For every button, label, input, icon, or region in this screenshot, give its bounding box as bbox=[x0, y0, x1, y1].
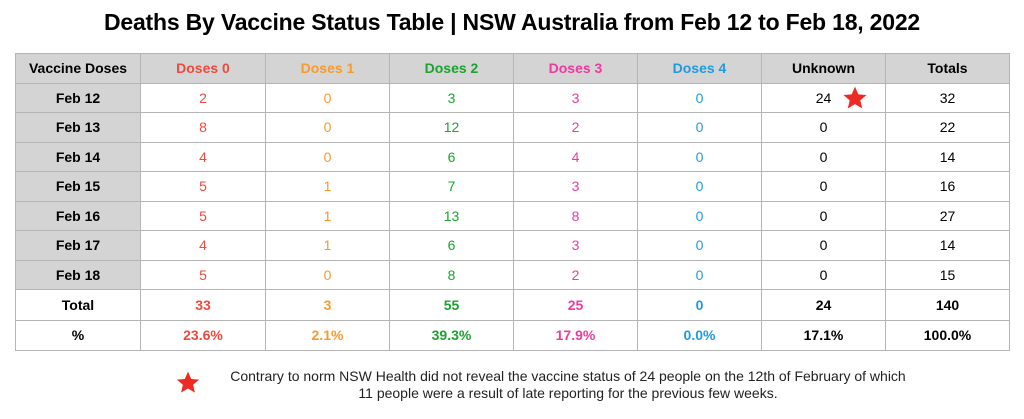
star-icon bbox=[176, 371, 200, 393]
cell-doses-3: 3 bbox=[513, 82, 638, 113]
cell-doses-2: 6 bbox=[389, 141, 514, 172]
cell-unknown: 0 bbox=[761, 230, 886, 261]
table-row: Feb 17 4 1 6 3 0 0 14 bbox=[15, 230, 1010, 261]
column-header-vaccine-doses: Vaccine Doses bbox=[15, 53, 141, 84]
cell-unknown: 0 bbox=[761, 259, 886, 290]
column-header-totals: Totals bbox=[885, 53, 1010, 84]
percent-doses-4: 0.0% bbox=[637, 319, 762, 351]
row-label: Feb 14 bbox=[15, 141, 141, 172]
percent-doses-0: 23.6% bbox=[140, 319, 266, 351]
row-label: Feb 12 bbox=[15, 82, 141, 113]
cell-doses-1: 0 bbox=[265, 141, 390, 172]
total-doses-2: 55 bbox=[389, 289, 514, 321]
total-unknown: 24 bbox=[761, 289, 886, 321]
cell-unknown: 0 bbox=[761, 141, 886, 172]
column-header-doses-0: Doses 0 bbox=[140, 53, 266, 84]
row-label: Feb 13 bbox=[15, 112, 141, 143]
column-header-unknown: Unknown bbox=[761, 53, 886, 84]
cell-unknown: 0 bbox=[761, 112, 886, 143]
page-title: Deaths By Vaccine Status Table | NSW Aus… bbox=[103, 9, 921, 35]
table-row: Feb 13 8 0 12 2 0 0 22 bbox=[15, 112, 1010, 143]
column-header-doses-1: Doses 1 bbox=[265, 53, 390, 84]
cell-doses-4: 0 bbox=[637, 230, 762, 261]
cell-doses-4: 0 bbox=[637, 200, 762, 231]
row-label-total: Total bbox=[15, 289, 141, 321]
cell-doses-4: 0 bbox=[637, 112, 762, 143]
cell-doses-1: 1 bbox=[265, 171, 390, 202]
cell-doses-3: 2 bbox=[513, 259, 638, 290]
vaccine-status-table: Vaccine Doses Doses 0 Doses 1 Doses 2 Do… bbox=[15, 53, 1010, 351]
cell-doses-0: 5 bbox=[140, 259, 266, 290]
cell-unknown: 24 bbox=[761, 82, 886, 113]
cell-doses-4: 0 bbox=[637, 82, 762, 113]
column-header-doses-4: Doses 4 bbox=[637, 53, 762, 84]
total-doses-0: 33 bbox=[140, 289, 266, 321]
cell-unknown: 0 bbox=[761, 171, 886, 202]
cell-unknown: 0 bbox=[761, 200, 886, 231]
column-header-doses-2: Doses 2 bbox=[389, 53, 514, 84]
percent-unknown: 17.1% bbox=[761, 319, 886, 351]
table-row: Feb 12 2 0 3 3 0 24 32 bbox=[15, 82, 1010, 113]
cell-totals: 27 bbox=[885, 200, 1010, 231]
cell-doses-1: 0 bbox=[265, 82, 390, 113]
cell-doses-4: 0 bbox=[637, 141, 762, 172]
cell-doses-1: 0 bbox=[265, 112, 390, 143]
cell-totals: 22 bbox=[885, 112, 1010, 143]
footnote-text: Contrary to norm NSW Health did not reve… bbox=[230, 368, 906, 401]
cell-doses-2: 8 bbox=[389, 259, 514, 290]
cell-doses-3: 3 bbox=[513, 171, 638, 202]
cell-doses-2: 13 bbox=[389, 200, 514, 231]
header-row: Vaccine Doses Doses 0 Doses 1 Doses 2 Do… bbox=[15, 53, 1010, 84]
cell-doses-0: 8 bbox=[140, 112, 266, 143]
cell-totals: 16 bbox=[885, 171, 1010, 202]
row-label: Feb 18 bbox=[15, 259, 141, 290]
cell-doses-0: 5 bbox=[140, 200, 266, 231]
table-row: Feb 18 5 0 8 2 0 0 15 bbox=[15, 259, 1010, 290]
cell-doses-2: 7 bbox=[389, 171, 514, 202]
cell-totals: 15 bbox=[885, 259, 1010, 290]
cell-doses-3: 8 bbox=[513, 200, 638, 231]
row-label: Feb 17 bbox=[15, 230, 141, 261]
row-label: Feb 16 bbox=[15, 200, 141, 231]
cell-totals: 14 bbox=[885, 141, 1010, 172]
table-row: Feb 14 4 0 6 4 0 0 14 bbox=[15, 141, 1010, 172]
cell-doses-3: 4 bbox=[513, 141, 638, 172]
cell-doses-4: 0 bbox=[637, 259, 762, 290]
total-doses-4: 0 bbox=[637, 289, 762, 321]
total-doses-3: 25 bbox=[513, 289, 638, 321]
table-row: Feb 15 5 1 7 3 0 0 16 bbox=[15, 171, 1010, 202]
cell-doses-4: 0 bbox=[637, 171, 762, 202]
cell-totals: 14 bbox=[885, 230, 1010, 261]
total-row: Total 33 3 55 25 0 24 140 bbox=[15, 289, 1010, 321]
cell-doses-1: 0 bbox=[265, 259, 390, 290]
cell-doses-0: 4 bbox=[140, 230, 266, 261]
cell-unknown-value: 24 bbox=[815, 89, 832, 106]
cell-doses-1: 1 bbox=[265, 230, 390, 261]
table-row: Feb 16 5 1 13 8 0 0 27 bbox=[15, 200, 1010, 231]
total-doses-1: 3 bbox=[265, 289, 390, 321]
percent-doses-1: 2.1% bbox=[265, 319, 390, 351]
cell-doses-2: 12 bbox=[389, 112, 514, 143]
percent-doses-3: 17.9% bbox=[513, 319, 638, 351]
percent-doses-2: 39.3% bbox=[389, 319, 514, 351]
row-label: Feb 15 bbox=[15, 171, 141, 202]
cell-doses-0: 4 bbox=[140, 141, 266, 172]
row-label-percent: % bbox=[15, 319, 141, 351]
cell-doses-3: 3 bbox=[513, 230, 638, 261]
cell-doses-0: 2 bbox=[140, 82, 266, 113]
cell-doses-2: 6 bbox=[389, 230, 514, 261]
cell-doses-2: 3 bbox=[389, 82, 514, 113]
cell-totals: 32 bbox=[885, 82, 1010, 113]
cell-doses-0: 5 bbox=[140, 171, 266, 202]
star-icon bbox=[843, 86, 867, 109]
total-totals: 140 bbox=[885, 289, 1010, 321]
column-header-doses-3: Doses 3 bbox=[513, 53, 638, 84]
cell-doses-3: 2 bbox=[513, 112, 638, 143]
percent-row: % 23.6% 2.1% 39.3% 17.9% 0.0% 17.1% 100.… bbox=[15, 319, 1010, 351]
percent-totals: 100.0% bbox=[885, 319, 1010, 351]
cell-doses-1: 1 bbox=[265, 200, 390, 231]
